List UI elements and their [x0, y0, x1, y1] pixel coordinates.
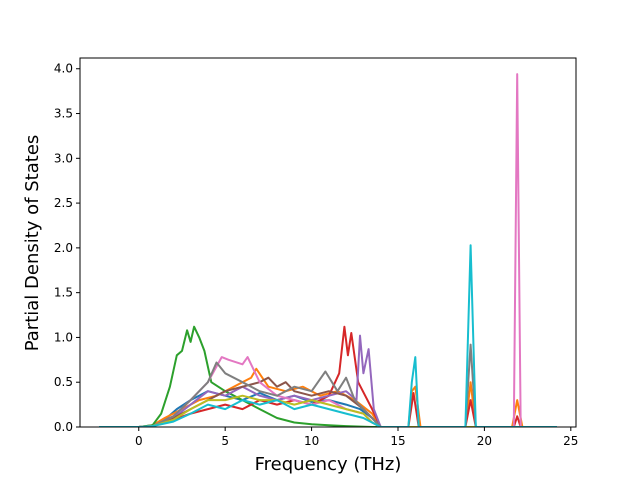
series-line-9 [99, 394, 557, 427]
x-tick-label: 25 [563, 434, 578, 448]
x-tick-label: 20 [477, 434, 492, 448]
y-tick-label: 0.0 [54, 420, 73, 434]
x-axis-label: Frequency (THz) [255, 454, 402, 475]
plot-area [99, 73, 557, 427]
x-tick-label: 10 [304, 434, 319, 448]
y-tick-label: 2.0 [54, 241, 73, 255]
series-line-5 [99, 334, 557, 427]
y-tick-label: 2.5 [54, 196, 73, 210]
y-tick-label: 3.5 [54, 107, 73, 121]
series-line-8 [99, 343, 557, 427]
y-tick-label: 0.5 [54, 375, 73, 389]
y-axis-label: Partial Density of States [22, 135, 43, 352]
series-line-4 [99, 325, 557, 427]
y-tick-label: 1.0 [54, 330, 73, 344]
y-tick-label: 3.0 [54, 151, 73, 165]
series-line-10 [99, 244, 557, 427]
axes: 0 5 10 15 20 25 0.0 0.5 1.0 1.5 2.0 2.5 3.0 3.5 4.0 [54, 57, 578, 448]
x-tick-label: 15 [390, 434, 405, 448]
plot-frame [79, 57, 577, 428]
y-tick-label: 1.5 [54, 286, 73, 300]
x-tick-label: 0 [135, 434, 143, 448]
x-tick-label: 5 [221, 434, 229, 448]
y-tick-label: 4.0 [54, 62, 73, 76]
series-line-3 [99, 325, 557, 427]
